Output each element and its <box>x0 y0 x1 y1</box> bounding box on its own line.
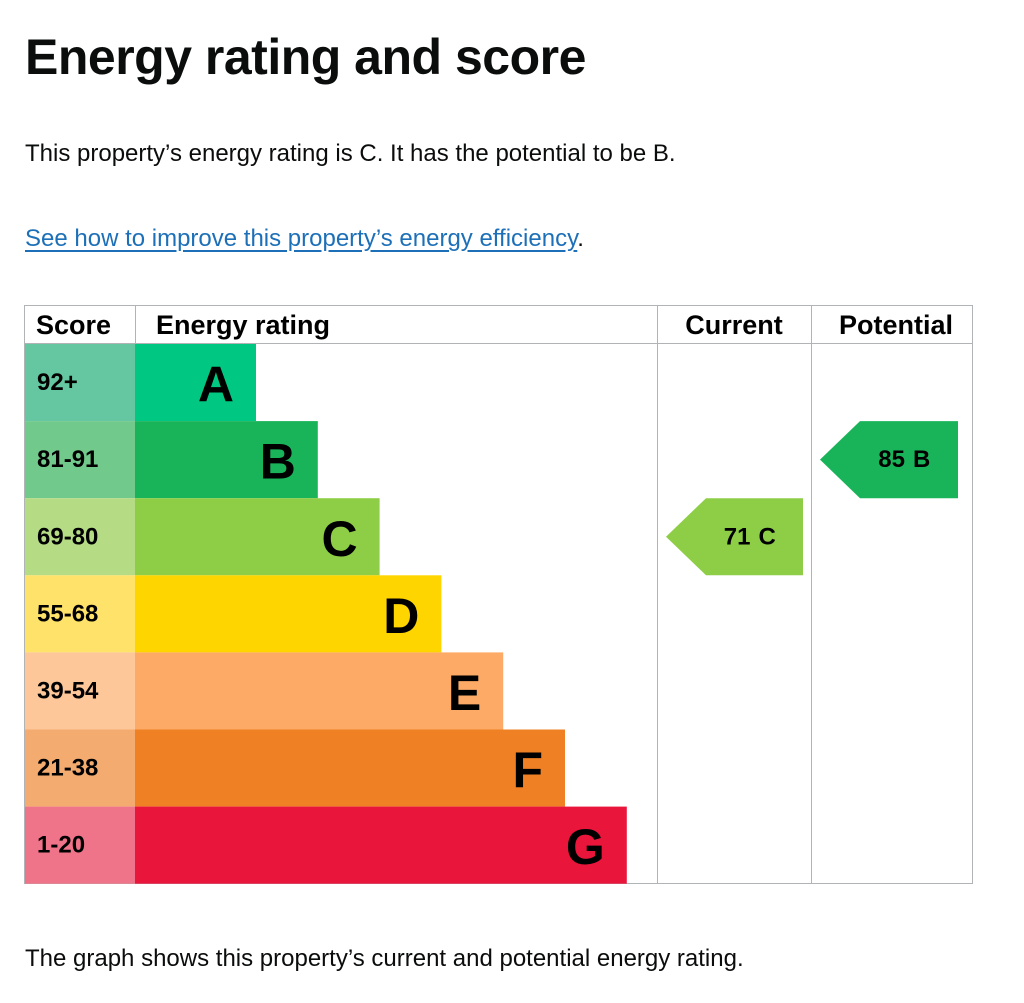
score-cell <box>25 575 135 653</box>
current-arrow <box>666 498 803 576</box>
header-score: Score <box>36 310 111 340</box>
rating-letter: D <box>383 588 419 644</box>
rating-bar <box>135 421 318 499</box>
link-paragraph: See how to improve this property’s energ… <box>25 225 584 253</box>
energy-table: Score Energy rating Current Potential 92… <box>24 305 973 884</box>
rating-letter: B <box>260 434 296 490</box>
improve-link[interactable]: See how to improve this property’s energ… <box>25 225 578 252</box>
header-current: Current <box>685 310 783 340</box>
header-rating: Energy rating <box>156 310 330 340</box>
potential-arrow <box>820 421 958 499</box>
rating-bar <box>135 652 504 730</box>
score-label: 92+ <box>37 369 78 396</box>
current-rating: C <box>759 523 776 550</box>
link-punctuation: . <box>577 225 584 252</box>
score-cell <box>25 729 135 807</box>
rating-bar <box>135 806 627 884</box>
score-cell <box>25 806 135 884</box>
score-label: 1-20 <box>37 832 85 859</box>
heading: Energy rating and score <box>25 29 586 85</box>
rating-letter: E <box>448 665 481 721</box>
current-score: 71 <box>724 523 751 550</box>
score-label: 69-80 <box>37 523 98 550</box>
score-cell <box>25 421 135 499</box>
score-label: 21-38 <box>37 755 98 782</box>
rating-bar <box>135 729 565 807</box>
footer: The graph shows this property’s current … <box>25 945 744 972</box>
potential-rating: B <box>913 446 930 473</box>
rating-letter: A <box>198 357 234 413</box>
header-potential: Potential <box>839 310 953 340</box>
score-label: 81-91 <box>37 446 98 473</box>
score-cell <box>25 498 135 576</box>
rating-letter: G <box>566 819 605 875</box>
score-cell <box>25 344 135 422</box>
score-cell <box>25 652 135 730</box>
rating-letter: C <box>321 511 357 567</box>
intro: This property’s energy rating is C. It h… <box>25 140 676 167</box>
score-label: 55-68 <box>37 600 98 627</box>
potential-score: 85 <box>878 446 905 473</box>
score-label: 39-54 <box>37 677 99 704</box>
rating-letter: F <box>512 742 543 798</box>
rating-bar <box>135 575 442 653</box>
rating-bar <box>135 344 256 422</box>
rating-bar <box>135 498 380 576</box>
